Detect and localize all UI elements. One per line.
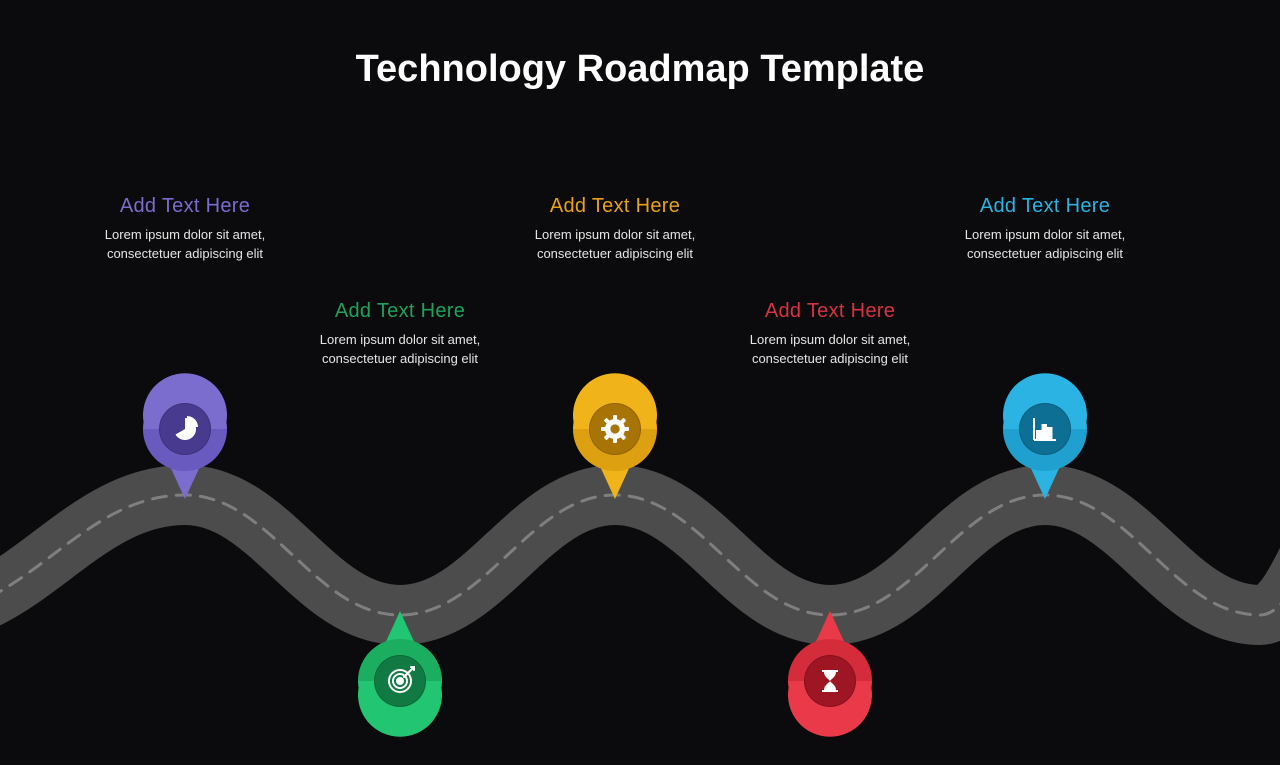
milestone-heading: Add Text Here bbox=[285, 300, 515, 323]
page-title: Technology Roadmap Template bbox=[0, 48, 1280, 91]
milestone-heading: Add Text Here bbox=[930, 195, 1160, 218]
milestone-body: Lorem ipsum dolor sit amet, consectetuer… bbox=[715, 331, 945, 369]
milestone-heading: Add Text Here bbox=[715, 300, 945, 323]
map-pin-m4 bbox=[770, 605, 890, 765]
milestone-body: Lorem ipsum dolor sit amet, consectetuer… bbox=[70, 226, 300, 264]
milestone-text-m3: Add Text Here Lorem ipsum dolor sit amet,… bbox=[500, 195, 730, 264]
map-pin-m3 bbox=[555, 345, 675, 505]
milestone-body: Lorem ipsum dolor sit amet, consectetuer… bbox=[285, 331, 515, 369]
milestone-text-m1: Add Text Here Lorem ipsum dolor sit amet,… bbox=[70, 195, 300, 264]
milestone-text-m4: Add Text Here Lorem ipsum dolor sit amet,… bbox=[715, 300, 945, 369]
milestone-body: Lorem ipsum dolor sit amet, consectetuer… bbox=[930, 226, 1160, 264]
milestone-text-m5: Add Text Here Lorem ipsum dolor sit amet,… bbox=[930, 195, 1160, 264]
map-pin-m2 bbox=[340, 605, 460, 765]
milestone-text-m2: Add Text Here Lorem ipsum dolor sit amet,… bbox=[285, 300, 515, 369]
milestone-heading: Add Text Here bbox=[500, 195, 730, 218]
map-pin-m5 bbox=[985, 345, 1105, 505]
milestone-heading: Add Text Here bbox=[70, 195, 300, 218]
milestone-body: Lorem ipsum dolor sit amet, consectetuer… bbox=[500, 226, 730, 264]
map-pin-m1 bbox=[125, 345, 245, 505]
